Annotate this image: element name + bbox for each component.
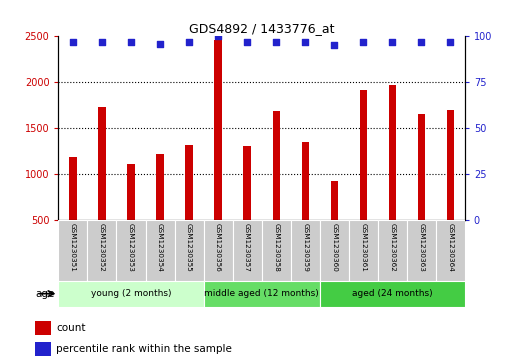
Point	[127, 39, 135, 45]
Bar	[204, 220, 233, 281]
Bar	[302, 142, 309, 265]
Point	[185, 39, 193, 45]
Bar	[58, 220, 87, 281]
Point	[301, 39, 309, 45]
Bar	[320, 220, 348, 281]
Bar	[331, 181, 338, 265]
Bar	[447, 110, 454, 265]
Point	[417, 39, 425, 45]
Bar	[99, 107, 106, 265]
Point	[388, 39, 396, 45]
Bar	[348, 220, 378, 281]
Point	[330, 42, 338, 48]
Bar	[243, 146, 251, 265]
Text: GSM1230355: GSM1230355	[186, 223, 192, 272]
Point	[243, 39, 251, 45]
Bar	[69, 157, 77, 265]
Bar	[378, 220, 407, 281]
Text: young (2 months): young (2 months)	[91, 289, 171, 298]
Text: GSM1230352: GSM1230352	[99, 223, 105, 272]
Point	[98, 39, 106, 45]
Bar	[262, 220, 291, 281]
Text: aged (24 months): aged (24 months)	[352, 289, 432, 298]
Bar	[35, 322, 51, 335]
Point	[69, 39, 77, 45]
Bar	[233, 220, 262, 281]
Point	[156, 41, 164, 46]
Bar	[214, 40, 221, 265]
Text: middle aged (12 months): middle aged (12 months)	[204, 289, 319, 298]
Bar	[116, 220, 145, 281]
Bar	[272, 111, 280, 265]
Text: GSM1230363: GSM1230363	[418, 223, 424, 272]
Bar	[407, 220, 436, 281]
Bar	[35, 342, 51, 356]
Point	[359, 39, 367, 45]
Point	[214, 33, 222, 39]
Bar	[291, 220, 320, 281]
Bar	[58, 281, 204, 307]
Bar	[389, 85, 396, 265]
Bar	[360, 90, 367, 265]
Text: age: age	[35, 289, 54, 299]
Text: GSM1230356: GSM1230356	[215, 223, 221, 272]
Bar	[204, 281, 320, 307]
Text: GSM1230361: GSM1230361	[360, 223, 366, 272]
Point	[446, 39, 454, 45]
Title: GDS4892 / 1433776_at: GDS4892 / 1433776_at	[189, 22, 334, 35]
Bar	[185, 145, 193, 265]
Text: GSM1230358: GSM1230358	[273, 223, 279, 272]
Bar	[436, 220, 465, 281]
Point	[272, 39, 280, 45]
Bar	[87, 220, 116, 281]
Bar	[175, 220, 204, 281]
Text: GSM1230362: GSM1230362	[389, 223, 395, 272]
Text: count: count	[56, 323, 86, 334]
Text: percentile rank within the sample: percentile rank within the sample	[56, 344, 232, 354]
Text: GSM1230364: GSM1230364	[448, 223, 453, 272]
Bar	[145, 220, 175, 281]
Bar	[320, 281, 465, 307]
Text: GSM1230351: GSM1230351	[70, 223, 76, 272]
Bar	[418, 114, 425, 265]
Text: GSM1230353: GSM1230353	[128, 223, 134, 272]
Bar	[128, 164, 135, 265]
Text: GSM1230359: GSM1230359	[302, 223, 308, 272]
Text: GSM1230360: GSM1230360	[331, 223, 337, 272]
Bar	[156, 154, 164, 265]
Text: GSM1230354: GSM1230354	[157, 223, 163, 272]
Text: GSM1230357: GSM1230357	[244, 223, 250, 272]
